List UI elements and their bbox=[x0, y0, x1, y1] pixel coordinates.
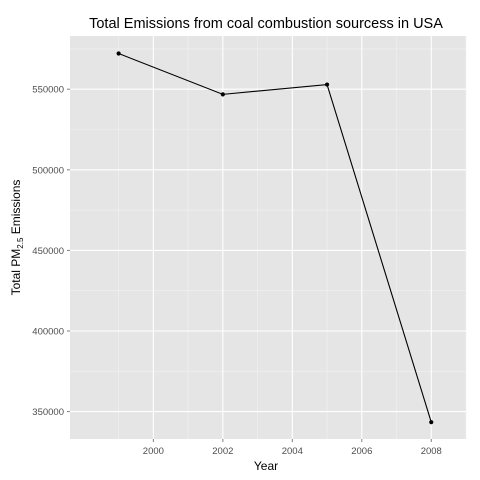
y-tick-label: 450000 bbox=[32, 246, 64, 257]
series-line bbox=[118, 53, 432, 423]
y-axis-title-suffix: Emissions bbox=[9, 180, 23, 238]
y-axis-title-subscript: 2.5 bbox=[16, 237, 25, 249]
data-point bbox=[116, 51, 121, 56]
x-tick-label: 2008 bbox=[421, 446, 442, 457]
data-point bbox=[429, 420, 434, 425]
data-point bbox=[324, 82, 330, 87]
x-tick-label: 2004 bbox=[282, 446, 303, 457]
y-tick-label: 500000 bbox=[32, 165, 64, 176]
series-layer bbox=[116, 51, 434, 425]
plot-panel bbox=[70, 36, 466, 439]
y-tick-label: 400000 bbox=[32, 326, 64, 337]
grid bbox=[70, 36, 467, 439]
x-tick-label: 2002 bbox=[212, 446, 233, 457]
y-axis-title: Total PM2.5 Emissions bbox=[9, 180, 25, 296]
y-tick-label: 550000 bbox=[32, 85, 64, 96]
axes: 2000 2002 2004 2006 2008 350000 400000 450000 50… bbox=[32, 85, 442, 457]
x-tick-label: 2006 bbox=[351, 446, 372, 457]
x-tick-label: 2000 bbox=[143, 446, 164, 457]
y-axis-title-prefix: Total PM bbox=[9, 249, 23, 296]
x-axis-title: Year bbox=[254, 459, 278, 473]
y-tick-label: 350000 bbox=[32, 407, 64, 418]
data-point bbox=[220, 92, 225, 97]
chart-title: Total Emissions from coal combustion sou… bbox=[89, 16, 443, 32]
